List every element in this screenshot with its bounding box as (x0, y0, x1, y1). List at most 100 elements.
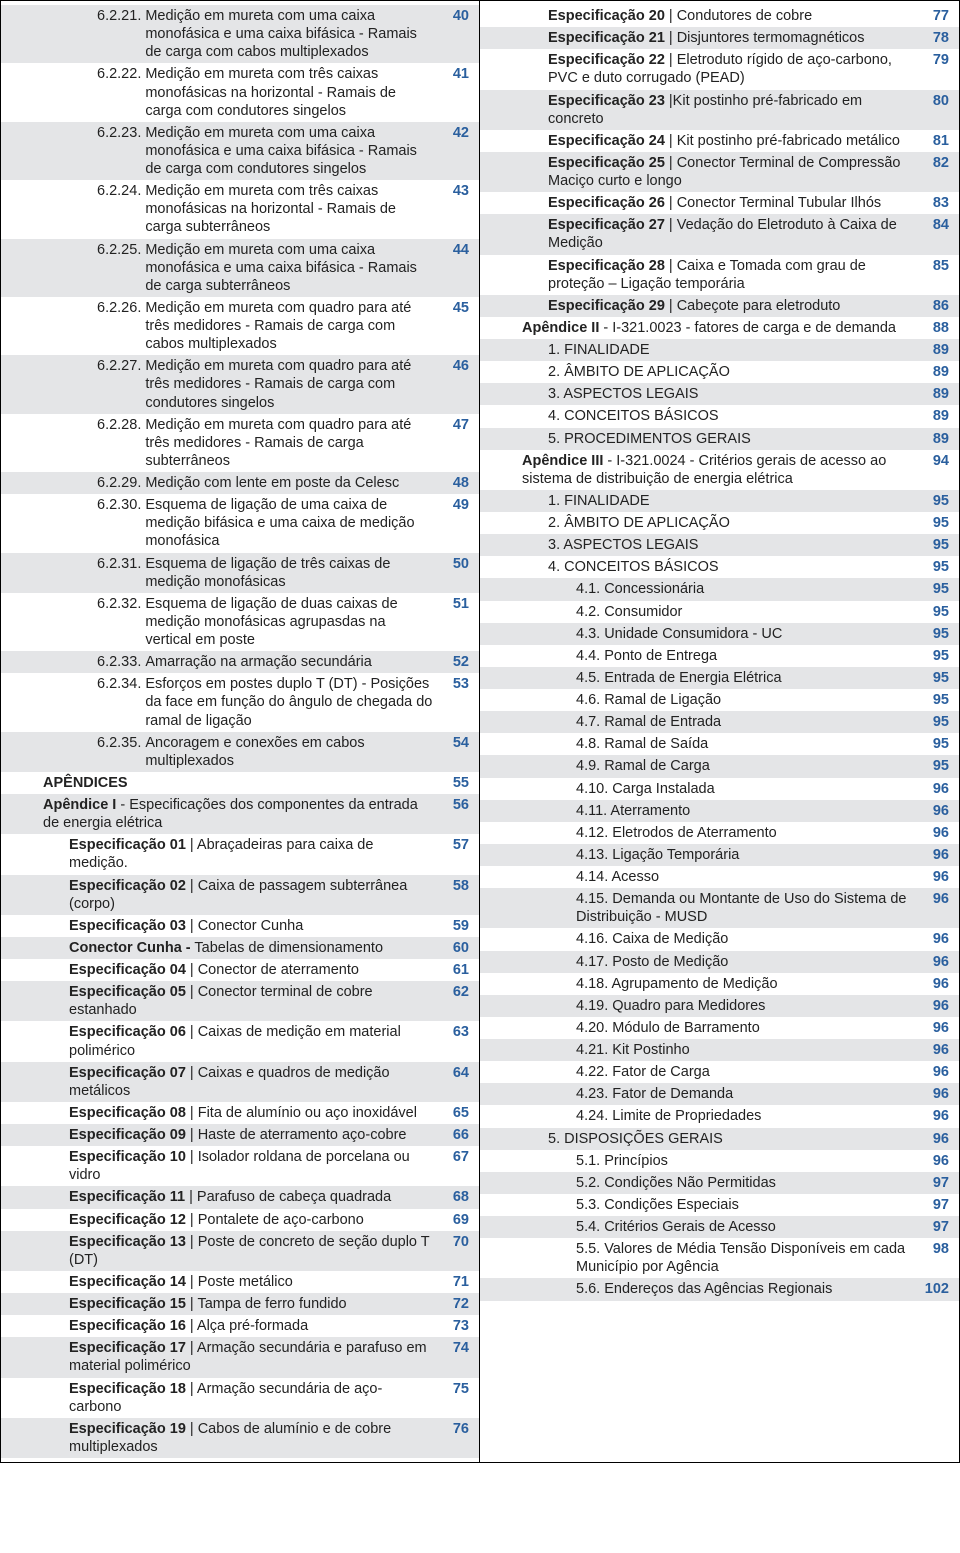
toc-entry-text: Especificação 07 | Caixas e quadros de m… (69, 1064, 441, 1100)
toc-page-number: 58 (441, 877, 469, 895)
toc-page-number: 96 (921, 802, 949, 820)
toc-row: 4.21. Kit Postinho96 (480, 1039, 959, 1061)
toc-entry-text: Conector Cunha - Tabelas de dimensioname… (69, 939, 441, 957)
toc-page-number: 96 (921, 1019, 949, 1037)
toc-row: 4.20. Módulo de Barramento96 (480, 1017, 959, 1039)
toc-entry-number: 6.2.21. (97, 7, 145, 25)
toc-page-number: 95 (921, 625, 949, 643)
toc-row: 4.24. Limite de Propriedades96 (480, 1105, 959, 1127)
toc-entry-number: 6.2.33. (97, 653, 145, 671)
toc-entry-number: 6.2.30. (97, 496, 145, 514)
toc-entry-text: Especificação 13 | Poste de concreto de … (69, 1233, 441, 1269)
toc-row: Especificação 25 | Conector Terminal de … (480, 152, 959, 192)
toc-row: 4.1. Concessionária95 (480, 578, 959, 600)
toc-entry-number: 6.2.27. (97, 357, 145, 375)
toc-page-number: 95 (921, 603, 949, 621)
toc-entry-number: 6.2.26. (97, 299, 145, 317)
toc-entry-text: Especificação 08 | Fita de alumínio ou a… (69, 1104, 441, 1122)
toc-row: 5. PROCEDIMENTOS GERAIS89 (480, 428, 959, 450)
toc-row: 4.9. Ramal de Carga95 (480, 755, 959, 777)
toc-row: 5.1. Princípios96 (480, 1150, 959, 1172)
toc-page-number: 73 (441, 1317, 469, 1335)
toc-entry-text: 3. ASPECTOS LEGAIS (548, 536, 921, 554)
toc-entry-text: 4.3. Unidade Consumidora - UC (576, 625, 921, 643)
toc-entry-text: Amarração na armação secundária (145, 653, 441, 671)
toc-row: 4.17. Posto de Medição96 (480, 951, 959, 973)
toc-page-number: 96 (921, 997, 949, 1015)
toc-entry-text: 4. CONCEITOS BÁSICOS (548, 558, 921, 576)
toc-row: Especificação 09 | Haste de aterramento … (1, 1124, 479, 1146)
toc-row: Especificação 29 | Cabeçote para eletrod… (480, 295, 959, 317)
toc-row: 4.14. Acesso96 (480, 866, 959, 888)
toc-page-number: 89 (921, 363, 949, 381)
toc-row: 6.2.30.Esquema de ligação de uma caixa d… (1, 494, 479, 552)
toc-entry-text: 4.12. Eletrodos de Aterramento (576, 824, 921, 842)
toc-row: Especificação 28 | Caixa e Tomada com gr… (480, 255, 959, 295)
toc-row: 6.2.22.Medição em mureta com três caixas… (1, 63, 479, 121)
toc-row: 4.8. Ramal de Saída95 (480, 733, 959, 755)
toc-entry-text: 4. CONCEITOS BÁSICOS (548, 407, 921, 425)
toc-page-number: 89 (921, 430, 949, 448)
toc-entry-text: 4.9. Ramal de Carga (576, 757, 921, 775)
toc-entry-text: 4.10. Carga Instalada (576, 780, 921, 798)
toc-entry-text: 5.2. Condições Não Permitidas (576, 1174, 921, 1192)
toc-row: 5.6. Endereços das Agências Regionais102 (480, 1278, 959, 1300)
toc-row: Especificação 04 | Conector de aterramen… (1, 959, 479, 981)
toc-row: 4.12. Eletrodos de Aterramento96 (480, 822, 959, 844)
toc-entry-text: Medição com lente em poste da Celesc (145, 474, 441, 492)
toc-entry-text: 5.6. Endereços das Agências Regionais (576, 1280, 921, 1298)
toc-row: 4.11. Aterramento96 (480, 800, 959, 822)
toc-entry-text: Especificação 06 | Caixas de medição em … (69, 1023, 441, 1059)
toc-entry-text: Especificação 24 | Kit postinho pré-fabr… (548, 132, 921, 150)
toc-entry-text: Especificação 01 | Abraçadeiras para cai… (69, 836, 441, 872)
toc-page-number: 97 (921, 1174, 949, 1192)
toc-entry-text: Especificação 25 | Conector Terminal de … (548, 154, 921, 190)
toc-page-number: 95 (921, 757, 949, 775)
toc-entry-text: Especificação 18 | Armação secundária de… (69, 1380, 441, 1416)
toc-row: 4. CONCEITOS BÁSICOS95 (480, 556, 959, 578)
toc-entry-text: 5.1. Princípios (576, 1152, 921, 1170)
toc-entry-text: 4.5. Entrada de Energia Elétrica (576, 669, 921, 687)
toc-page-number: 80 (921, 92, 949, 110)
toc-entry-number: 6.2.23. (97, 124, 145, 142)
toc-page-number: 89 (921, 407, 949, 425)
toc-page-number: 53 (441, 675, 469, 693)
toc-entry-text: 4.4. Ponto de Entrega (576, 647, 921, 665)
toc-page-number: 79 (921, 51, 949, 69)
toc-entry-text: 4.18. Agrupamento de Medição (576, 975, 921, 993)
toc-row: 6.2.29.Medição com lente em poste da Cel… (1, 472, 479, 494)
toc-entry-text: Especificação 29 | Cabeçote para eletrod… (548, 297, 921, 315)
toc-row: 2. ÂMBITO DE APLICAÇÃO89 (480, 361, 959, 383)
toc-page-number: 42 (441, 124, 469, 142)
toc-row: 6.2.33.Amarração na armação secundária52 (1, 651, 479, 673)
toc-entry-text: Medição em mureta com uma caixa monofási… (145, 124, 441, 178)
toc-entry-text: 4.11. Aterramento (576, 802, 921, 820)
toc-row: Apêndice II - I-321.0023 - fatores de ca… (480, 317, 959, 339)
toc-row: 5.3. Condições Especiais97 (480, 1194, 959, 1216)
toc-entry-text: 4.13. Ligação Temporária (576, 846, 921, 864)
toc-entry-text: Especificação 10 | Isolador roldana de p… (69, 1148, 441, 1184)
toc-page-number: 46 (441, 357, 469, 375)
toc-row: 4. CONCEITOS BÁSICOS89 (480, 405, 959, 427)
toc-row: 6.2.31.Esquema de ligação de três caixas… (1, 553, 479, 593)
toc-entry-text: 5.4. Critérios Gerais de Acesso (576, 1218, 921, 1236)
toc-row: Especificação 13 | Poste de concreto de … (1, 1231, 479, 1271)
toc-entry-text: 4.8. Ramal de Saída (576, 735, 921, 753)
toc-row: 6.2.27.Medição em mureta com quadro para… (1, 355, 479, 413)
toc-entry-text: 4.21. Kit Postinho (576, 1041, 921, 1059)
toc-page-number: 96 (921, 1041, 949, 1059)
toc-entry-text: Especificação 03 | Conector Cunha (69, 917, 441, 935)
toc-row: 6.2.24.Medição em mureta com três caixas… (1, 180, 479, 238)
toc-entry-text: 4.14. Acesso (576, 868, 921, 886)
toc-entry-text: Especificação 20 | Condutores de cobre (548, 7, 921, 25)
toc-row: 1. FINALIDADE89 (480, 339, 959, 361)
toc-page-number: 95 (921, 713, 949, 731)
toc-page-number: 40 (441, 7, 469, 25)
toc-entry-text: Apêndice I - Especificações dos componen… (43, 796, 441, 832)
toc-row: Especificação 27 | Vedação do Eletroduto… (480, 214, 959, 254)
toc-entry-number: 6.2.22. (97, 65, 145, 83)
toc-page-number: 54 (441, 734, 469, 752)
toc-page-number: 96 (921, 868, 949, 886)
toc-row: 3. ASPECTOS LEGAIS89 (480, 383, 959, 405)
toc-entry-text: 4.7. Ramal de Entrada (576, 713, 921, 731)
